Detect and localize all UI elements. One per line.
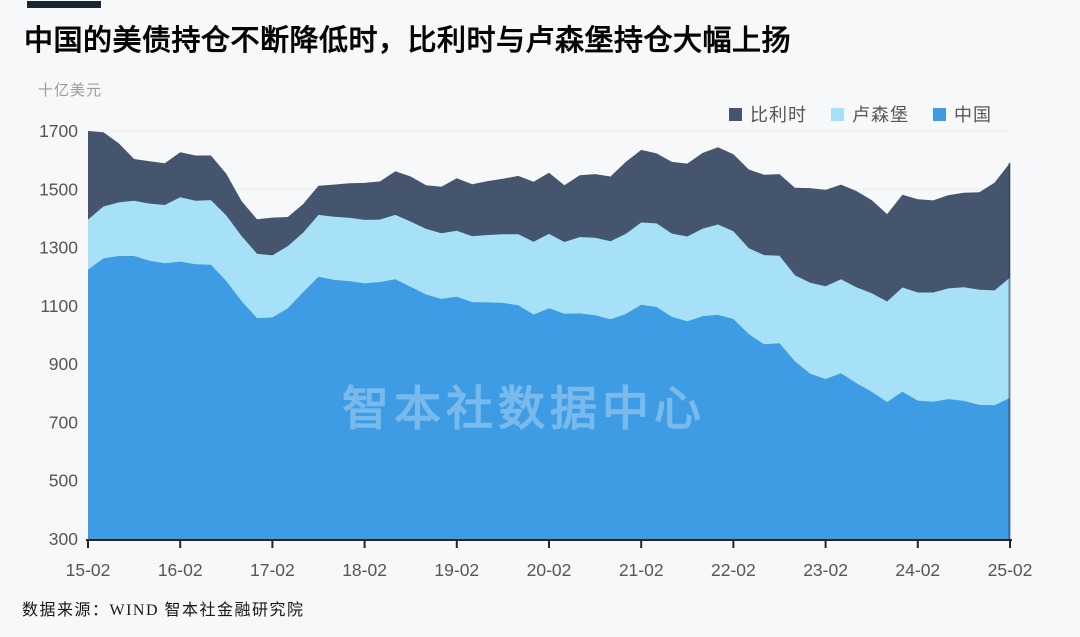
svg-text:900: 900: [49, 354, 78, 374]
svg-text:19-02: 19-02: [434, 560, 479, 580]
svg-text:1300: 1300: [39, 238, 78, 258]
legend-swatch-luxembourg: [831, 107, 844, 121]
svg-text:20-02: 20-02: [527, 560, 572, 580]
page-title: 中国的美债持仓不断降低时，比利时与卢森堡持仓大幅上扬: [24, 25, 792, 57]
svg-text:21-02: 21-02: [619, 560, 664, 580]
svg-text:24-02: 24-02: [895, 560, 940, 580]
svg-text:1700: 1700: [39, 121, 78, 141]
legend: 比利时 卢森堡 中国: [729, 101, 992, 127]
svg-text:22-02: 22-02: [711, 560, 756, 580]
y-axis-unit-label: 十亿美元: [38, 82, 103, 99]
svg-text:15-02: 15-02: [66, 560, 111, 580]
legend-swatch-belgium: [729, 107, 742, 121]
legend-label-luxembourg: 卢森堡: [852, 105, 909, 125]
title-accent-bar: [27, 1, 101, 8]
legend-label-china: 中国: [954, 105, 992, 125]
svg-text:25-02: 25-02: [988, 560, 1033, 580]
legend-swatch-china: [933, 107, 946, 121]
svg-text:17-02: 17-02: [250, 560, 295, 580]
legend-item-china[interactable]: 中国: [933, 101, 992, 127]
legend-item-luxembourg[interactable]: 卢森堡: [831, 101, 909, 127]
svg-text:1100: 1100: [40, 296, 78, 316]
svg-text:16-02: 16-02: [158, 560, 203, 580]
svg-text:23-02: 23-02: [803, 560, 848, 580]
svg-text:1500: 1500: [39, 179, 78, 199]
svg-text:700: 700: [49, 412, 78, 432]
svg-text:500: 500: [49, 471, 78, 491]
legend-label-belgium: 比利时: [750, 105, 807, 125]
data-source-note: 数据来源：WIND 智本社金融研究院: [22, 602, 305, 619]
legend-item-belgium[interactable]: 比利时: [729, 101, 807, 127]
svg-text:300: 300: [49, 529, 78, 549]
svg-text:18-02: 18-02: [342, 560, 387, 580]
